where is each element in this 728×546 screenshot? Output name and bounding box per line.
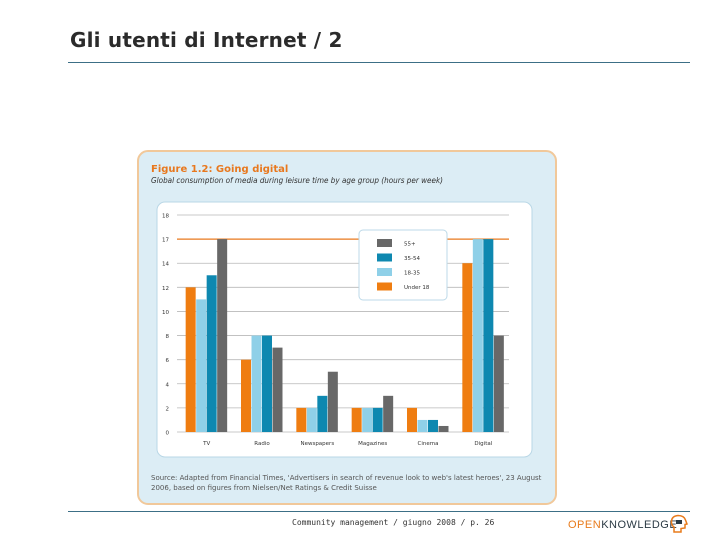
bar bbox=[362, 407, 373, 432]
y-tick-label: 2 bbox=[166, 406, 170, 412]
bar bbox=[462, 263, 473, 432]
legend-label: Under 18 bbox=[404, 285, 430, 291]
bar bbox=[372, 407, 383, 432]
legend: 55+ 35-54 18-35 Under 18 bbox=[358, 229, 448, 301]
legend-swatch bbox=[377, 282, 392, 291]
bar bbox=[407, 407, 417, 432]
brand-knowledge: KNOWLEDGE bbox=[601, 519, 678, 531]
bar-chart: Figure 1.2: Going digital Global consump… bbox=[137, 150, 557, 505]
figure-title: Figure 1.2: Going digital bbox=[151, 164, 288, 175]
head-icon bbox=[670, 514, 688, 533]
y-tick-label: 14 bbox=[162, 262, 169, 268]
legend-box bbox=[358, 229, 448, 301]
bar bbox=[428, 419, 438, 432]
gridlines bbox=[177, 214, 509, 433]
y-tick-label: 18 bbox=[162, 214, 169, 220]
bar bbox=[185, 287, 196, 432]
bar bbox=[417, 419, 428, 432]
legend-swatch bbox=[377, 268, 392, 276]
legend-label: 55+ bbox=[404, 242, 416, 248]
bar bbox=[472, 239, 483, 432]
bar bbox=[327, 371, 338, 432]
bar bbox=[351, 407, 362, 432]
y-tick-label: 12 bbox=[162, 286, 169, 292]
footer-text: Community management / giugno 2008 / p. … bbox=[292, 518, 495, 527]
bar bbox=[438, 425, 449, 432]
y-tick-label: 0 bbox=[166, 431, 170, 437]
x-tick-label: Radio bbox=[254, 441, 270, 447]
brand-open: OPEN bbox=[568, 519, 602, 531]
bar bbox=[196, 299, 207, 432]
bar bbox=[272, 347, 283, 432]
bar bbox=[493, 335, 504, 432]
chart-figure: Figure 1.2: Going digital Global consump… bbox=[137, 150, 557, 505]
bar bbox=[296, 407, 307, 432]
legend-label: 35-54 bbox=[404, 256, 420, 262]
y-tick-label: 4 bbox=[166, 382, 170, 388]
x-tick-labels: TV Radio Newspapers Magazines Cinema Digital bbox=[202, 441, 493, 447]
legend-swatch bbox=[377, 239, 392, 247]
title-divider bbox=[68, 62, 690, 63]
x-tick-label: Digital bbox=[474, 441, 492, 447]
y-tick-label: 6 bbox=[166, 358, 170, 364]
x-tick-label: Magazines bbox=[358, 441, 387, 447]
legend-swatch bbox=[377, 253, 392, 262]
x-tick-label: Newspapers bbox=[300, 441, 334, 447]
bar bbox=[383, 395, 394, 432]
bar bbox=[483, 239, 494, 432]
y-ticks: 18 17 14 12 10 8 6 4 2 0 bbox=[162, 214, 170, 437]
y-tick-label: 10 bbox=[162, 310, 169, 316]
bar bbox=[317, 395, 328, 432]
x-tick-label: Cinema bbox=[418, 441, 439, 447]
bar bbox=[206, 275, 217, 432]
y-tick-label: 17 bbox=[162, 238, 169, 244]
y-tick-label: 8 bbox=[166, 334, 170, 340]
bar bbox=[241, 359, 251, 432]
figure-source: Source: Adapted from Financial Times, 'A… bbox=[151, 474, 542, 492]
slide-title: Gli utenti di Internet / 2 bbox=[70, 28, 343, 52]
bar bbox=[306, 407, 317, 432]
bar bbox=[262, 335, 272, 432]
legend-label: 18-35 bbox=[404, 271, 420, 277]
bar bbox=[217, 239, 228, 432]
bars bbox=[185, 239, 504, 432]
x-tick-label: TV bbox=[202, 441, 210, 447]
footer-divider bbox=[68, 511, 690, 512]
brand-logo: OPENKNOWLEDGE bbox=[568, 519, 677, 531]
bar bbox=[251, 335, 262, 432]
figure-subtitle: Global consumption of media during leisu… bbox=[151, 176, 443, 185]
